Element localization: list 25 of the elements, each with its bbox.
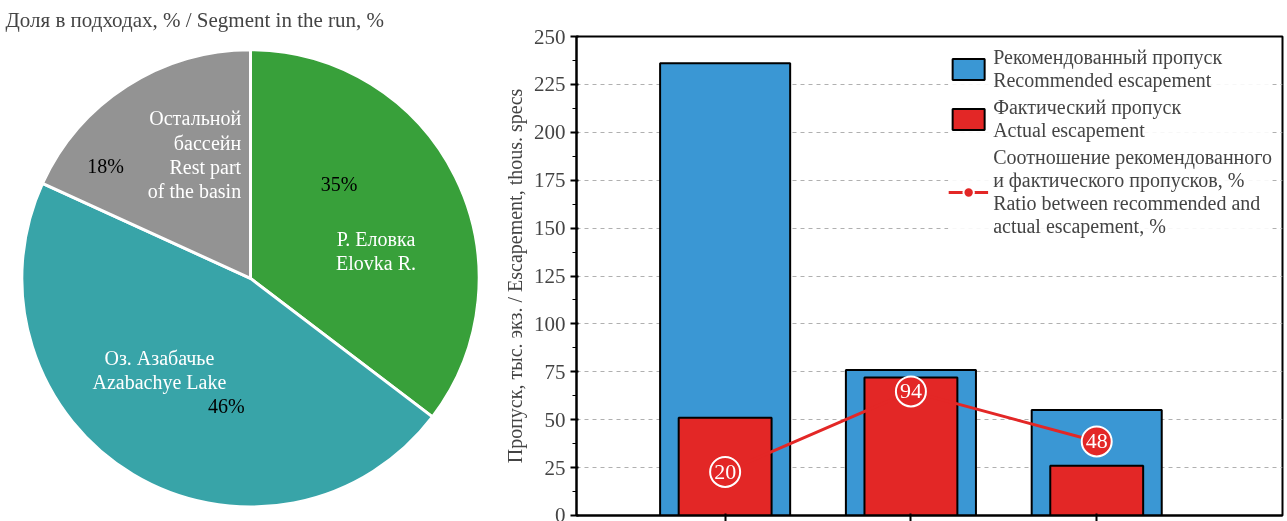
y-axis-title: Пропуск, тыс. экз. / Escapement, thous. specs	[504, 88, 527, 464]
slice-label: Остальной бассейн Rest part of the basin	[147, 107, 242, 202]
slice-label: Оз. Азабачье Azabachye Lake	[92, 347, 227, 395]
y-tick-label: 150	[534, 216, 566, 241]
slice-label: Р. Еловка Elovka R.	[336, 228, 417, 275]
data-label: 48	[1085, 428, 1108, 454]
y-tick-label: 100	[534, 311, 566, 336]
y-tick-label: 125	[534, 264, 566, 288]
legend-label: Фактический пропуск Actual escapement	[993, 96, 1182, 142]
y-tick-label: 225	[534, 72, 566, 97]
data-label: 18%	[87, 155, 124, 178]
legend-label: Соотношение рекомендованного и фактического пропусков, % Ratio between recommended and actual escapement, %	[993, 146, 1272, 238]
y-tick-label: 200	[534, 120, 566, 145]
data-label: 20	[714, 458, 737, 484]
y-tick-label: 0	[555, 502, 566, 521]
y-tick-label: 75	[544, 359, 566, 384]
data-label: 94	[899, 378, 922, 404]
legend-label: Рекомендованный пропуск Recommended escapement	[993, 46, 1223, 92]
y-tick-label: 25	[544, 455, 566, 480]
data-label: 46%	[208, 395, 245, 418]
y-tick-label: 50	[544, 407, 566, 432]
y-tick-label: 250	[534, 24, 566, 49]
y-tick-label: 175	[534, 168, 566, 193]
chart-title: Доля в подходах, % / Segment in the run, %	[5, 7, 385, 32]
data-label: 35%	[320, 172, 358, 195]
